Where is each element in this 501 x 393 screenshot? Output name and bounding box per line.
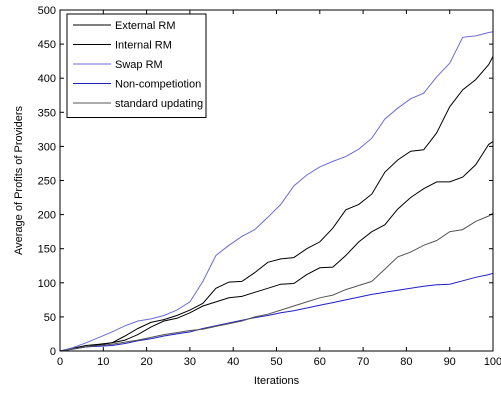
y-tick-label: 200 (38, 210, 56, 222)
y-tick-label: 450 (38, 39, 56, 51)
x-tick-label: 0 (57, 356, 63, 368)
legend-label: External RM (115, 20, 176, 32)
x-tick-label: 70 (357, 356, 369, 368)
series-line-2 (59, 56, 494, 352)
y-tick-label: 0 (50, 346, 56, 358)
series-line-1 (59, 141, 494, 352)
axis-ticks: 0 10 20 30 40 50 60 70 80 90 100 0 50 100 150 200 250 300… (38, 5, 501, 368)
x-tick-label: 100 (484, 356, 501, 368)
legend-label: Non-competiotion (115, 79, 201, 91)
y-tick-label: 300 (38, 141, 56, 153)
series-lines (59, 31, 494, 352)
legend-label: standard updating (115, 98, 203, 110)
y-tick-label: 400 (38, 73, 56, 85)
series-line-3 (59, 31, 494, 352)
x-tick-label: 30 (184, 356, 196, 368)
y-tick-label: 100 (38, 278, 56, 290)
x-tick-label: 90 (444, 356, 456, 368)
legend-box (66, 13, 207, 118)
y-tick-label: 50 (44, 312, 56, 324)
x-tick-label: 10 (97, 356, 109, 368)
x-tick-label: 80 (400, 356, 412, 368)
y-tick-label: 150 (38, 244, 56, 256)
legend-label: Swap RM (115, 59, 163, 71)
series-line-5 (59, 212, 494, 352)
x-tick-label: 50 (270, 356, 282, 368)
x-axis-label: Iterations (254, 375, 300, 387)
y-tick-label: 250 (38, 176, 56, 188)
legend-label: Internal RM (115, 40, 172, 52)
x-tick-label: 40 (227, 356, 239, 368)
y-tick-label: 350 (38, 107, 56, 119)
x-tick-label: 60 (314, 356, 326, 368)
y-tick-label: 500 (38, 5, 56, 17)
legend: External RM Internal RM Swap RM Non-competi… (66, 13, 207, 118)
x-tick-label: 20 (140, 356, 152, 368)
series-line-4 (59, 272, 494, 352)
y-axis-label: Average of Profits of Providers (13, 106, 25, 255)
